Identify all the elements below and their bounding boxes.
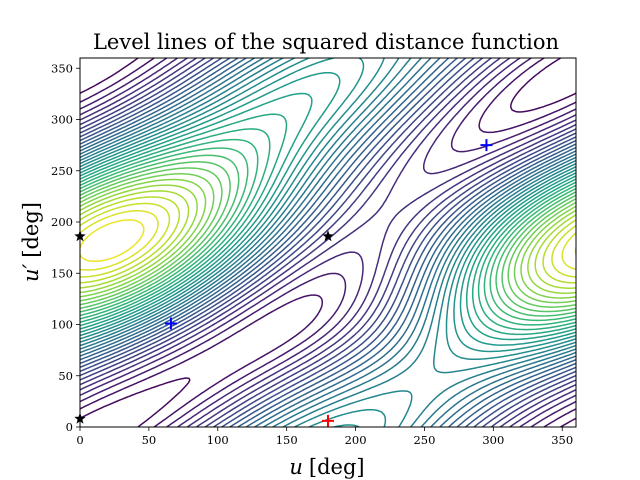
contour-level-line — [80, 147, 576, 322]
contour-level-line — [80, 178, 576, 299]
contour-level-line — [80, 113, 576, 336]
saddle-star-marker — [322, 230, 334, 242]
contour-level-line — [80, 58, 576, 427]
contour-level-line — [80, 138, 576, 326]
contour-level-line — [80, 58, 576, 427]
minimum-marker — [164, 317, 177, 330]
x-axis-ticks: 0 50 100 150 200 250 300 350 — [76, 427, 573, 447]
x-tick-label: 250 — [413, 433, 435, 447]
contour-level-line — [80, 58, 576, 427]
contour-level-line — [80, 71, 576, 346]
y-tick-label: 350 — [51, 61, 73, 75]
contour-level-line — [80, 202, 576, 278]
contour-level-line — [80, 184, 576, 294]
y-tick-label: 300 — [51, 113, 73, 127]
x-axis-label: u [deg] — [289, 455, 364, 479]
y-tick-label: 50 — [58, 369, 73, 383]
y-axis-unit: [deg] — [19, 202, 43, 258]
contour-level-line — [80, 58, 576, 427]
y-axis-label: u′ [deg] — [19, 202, 43, 282]
x-tick-label: 150 — [276, 433, 298, 447]
contour-level-line — [80, 58, 576, 427]
x-axis-unit: [deg] — [309, 455, 365, 479]
contour-level-line — [80, 58, 576, 427]
contour-level-line — [80, 58, 576, 427]
y-tick-label: 150 — [51, 266, 73, 280]
contour-level-line — [80, 58, 576, 427]
contour-level-line — [80, 154, 576, 317]
y-tick-label: 200 — [51, 215, 73, 229]
y-axis-ticks: 0 50 100 150 200 250 300 350 — [51, 61, 80, 434]
contour-level-line — [80, 196, 576, 284]
x-tick-label: 350 — [551, 433, 573, 447]
y-tick-label: 0 — [66, 420, 73, 434]
contour-level-line — [80, 190, 576, 289]
contour-level-line — [80, 173, 576, 304]
y-axis-variable: u′ — [19, 263, 43, 282]
x-tick-label: 100 — [207, 433, 229, 447]
contour-level-line — [80, 167, 576, 308]
x-axis-variable: u — [289, 455, 303, 479]
contour-level-line — [80, 210, 576, 271]
contour-level-line — [80, 58, 576, 427]
y-tick-label: 100 — [51, 318, 73, 332]
contour-level-line — [80, 58, 576, 427]
maximum-marker — [322, 414, 334, 427]
contour-level-line — [80, 161, 576, 313]
plot-frame — [79, 57, 577, 428]
minimum-marker — [480, 139, 493, 152]
contour-lines — [80, 58, 576, 427]
x-tick-label: 0 — [76, 433, 83, 447]
chart-title: Level lines of the squared distance func… — [93, 30, 559, 54]
contour-level-line — [80, 92, 576, 341]
x-tick-label: 50 — [142, 433, 157, 447]
contour-level-line — [80, 58, 576, 427]
y-tick-label: 250 — [51, 164, 73, 178]
x-tick-label: 300 — [482, 433, 504, 447]
x-tick-label: 200 — [345, 433, 367, 447]
contour-level-line — [80, 128, 576, 331]
